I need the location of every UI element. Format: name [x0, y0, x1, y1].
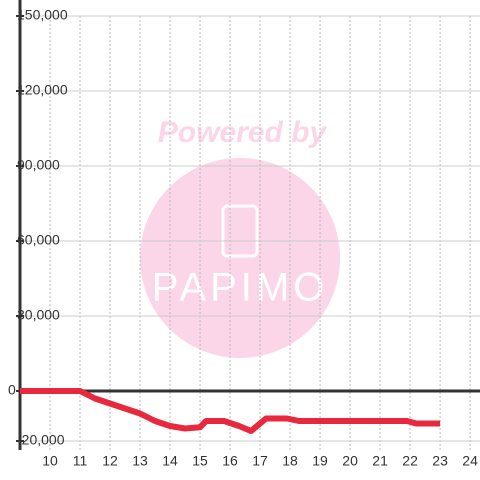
y-tick-label: 120,000 [17, 82, 68, 98]
x-tick-label: 13 [132, 453, 148, 469]
x-tick-label: 16 [222, 453, 238, 469]
x-tick-label: 21 [372, 453, 388, 469]
x-tick-label: 10 [42, 453, 58, 469]
x-tick-label: 17 [252, 453, 268, 469]
y-tick-label: 60,000 [17, 232, 60, 248]
x-tick-label: 12 [102, 453, 118, 469]
watermark-phone [221, 204, 259, 258]
x-tick-label: 24 [462, 453, 478, 469]
x-tick-label: 14 [162, 453, 178, 469]
x-tick-label: 11 [73, 453, 88, 469]
x-tick-label: 20 [342, 453, 358, 469]
watermark-logo: PAPIMO [152, 266, 329, 310]
x-tick-label: 23 [432, 453, 448, 469]
watermark-top: Powered by [158, 116, 328, 149]
x-tick-label: 18 [282, 453, 298, 469]
series-line [20, 388, 441, 434]
x-tick-label: 22 [402, 453, 418, 469]
x-tick-label: 19 [312, 453, 328, 469]
y-tick-label: 30,000 [17, 307, 60, 323]
y-tick-label: 150,000 [17, 7, 68, 23]
y-tick-label: -20,000 [17, 432, 65, 448]
y-tick-label: 0 [8, 382, 16, 398]
y-tick-label: 90,000 [17, 157, 60, 173]
x-tick-label: 15 [192, 453, 208, 469]
